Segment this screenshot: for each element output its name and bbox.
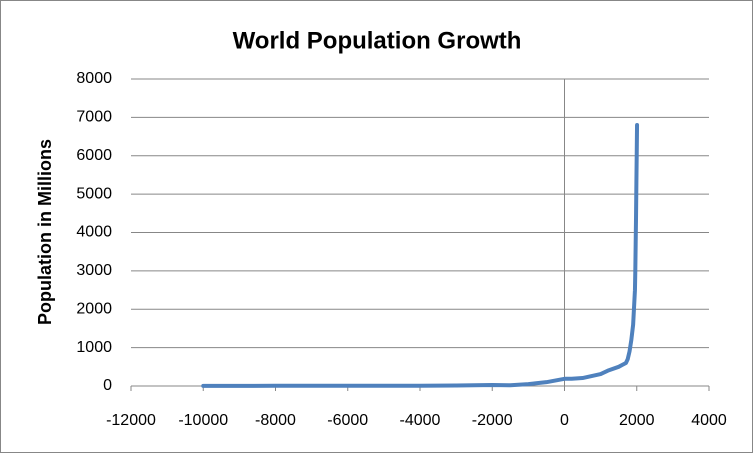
y-tick-label: 7000 (76, 109, 112, 126)
x-tick-label: 2000 (619, 412, 655, 429)
x-tick-label: 4000 (691, 412, 727, 429)
y-tick-label: 5000 (76, 185, 112, 202)
y-tick-label: 2000 (76, 300, 112, 317)
chart-title: World Population Growth (233, 27, 522, 54)
y-tick-label: 6000 (76, 147, 112, 164)
y-axis-label: Population in Millions (35, 139, 55, 325)
y-tick-label: 8000 (76, 70, 112, 87)
x-tick-label: -6000 (327, 412, 368, 429)
y-tick-label: 1000 (76, 339, 112, 356)
x-tick-label: -8000 (255, 412, 296, 429)
x-tick-label: -4000 (400, 412, 441, 429)
x-tick-label: 0 (560, 412, 569, 429)
y-tick-label: 0 (103, 377, 112, 394)
x-tick-label: -12000 (106, 412, 156, 429)
y-tick-label: 4000 (76, 224, 112, 241)
y-tick-label: 3000 (76, 262, 112, 279)
x-tick-label: -2000 (472, 412, 513, 429)
data-line (201, 123, 640, 388)
x-tick-label: -10000 (178, 412, 228, 429)
